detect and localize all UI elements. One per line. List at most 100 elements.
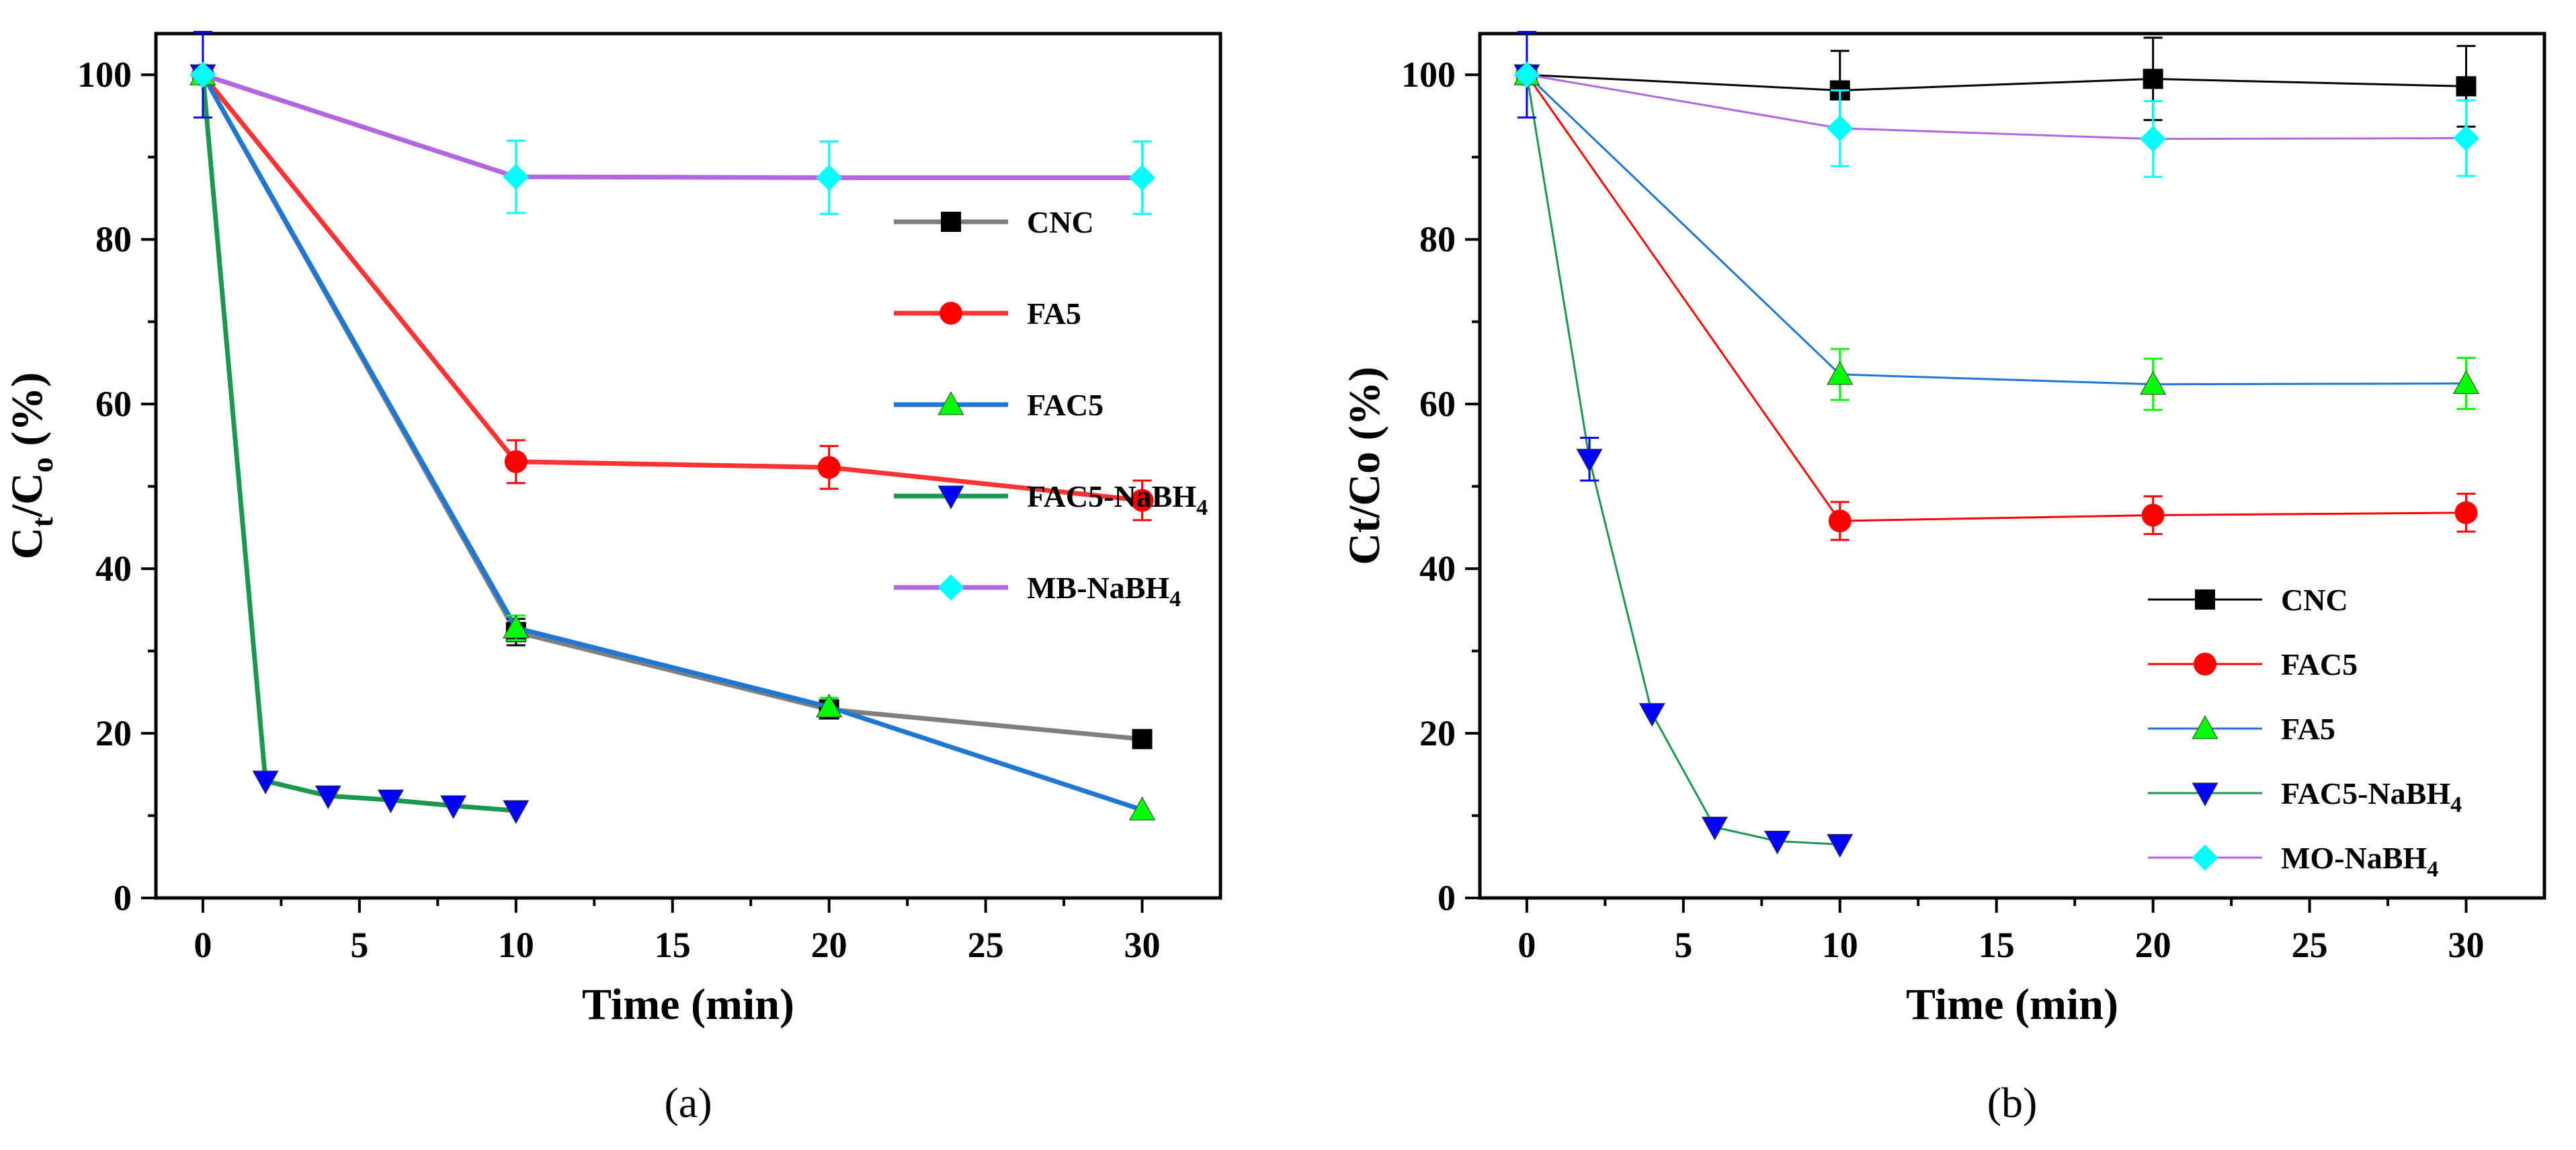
- series-line: [1526, 74, 2466, 386]
- data-point: [1763, 830, 1791, 855]
- data-point: [440, 795, 467, 819]
- x-tick-label: 5: [350, 925, 368, 965]
- data-point: [1701, 817, 1729, 841]
- data-point: [2452, 370, 2480, 395]
- data-point: [1827, 833, 1854, 858]
- series-line: [200, 74, 517, 813]
- data-point: [2143, 69, 2163, 89]
- y-tick-label: 100: [1401, 54, 1456, 95]
- y-tick-label: 80: [95, 219, 132, 259]
- series-line: [1526, 74, 1840, 846]
- data-point: [1576, 448, 1603, 473]
- series-FAC5-NaBH4: [1513, 31, 1854, 858]
- y-tick-label: 60: [1419, 384, 1456, 424]
- y-axis-title: Ct/Co (%): [1340, 366, 1389, 565]
- legend-marker: [2194, 653, 2216, 675]
- legend-marker: [938, 391, 964, 415]
- legend-entry: CNC: [894, 205, 1094, 239]
- x-tick-label: 10: [498, 925, 534, 965]
- series-line: [201, 73, 1142, 503]
- legend-entry: FA5: [894, 296, 1081, 331]
- x-tick-label: 30: [2448, 925, 2485, 965]
- x-tick-label: 30: [1124, 925, 1161, 965]
- x-tick-label: 15: [1979, 925, 2015, 965]
- legend-entry: FAC5: [894, 388, 1104, 422]
- chart-panel-a: 0 5 10 15 20 25 30 0 20 40 60 80 100 Time (min) Ct/Co …: [3, 31, 1222, 1126]
- data-point: [503, 163, 530, 190]
- data-point: [2140, 370, 2167, 395]
- legend-entry: FAC5-NaBH4: [2148, 776, 2462, 817]
- legend-label: FAC5-NaBH4: [2281, 776, 2462, 817]
- y-tick-label: 0: [1438, 878, 1456, 918]
- series-line: [200, 73, 1143, 813]
- series-line: [202, 72, 1142, 180]
- data-point: [503, 614, 530, 639]
- data-point: [503, 800, 530, 824]
- series-FA5: [1513, 61, 2480, 411]
- data-point: [816, 164, 843, 191]
- series-line: [1526, 73, 2466, 92]
- x-tick-label: 20: [811, 925, 847, 965]
- data-point: [1827, 115, 1854, 142]
- plot-frame: [154, 32, 1222, 900]
- x-tick-label: 20: [2135, 925, 2171, 965]
- data-point: [2453, 125, 2480, 152]
- legend-entry: CNC: [2148, 583, 2348, 617]
- panel-label: (b): [1987, 1079, 2038, 1126]
- y-tick-label: 40: [95, 548, 132, 589]
- data-point: [2141, 503, 2165, 527]
- legend-label: FAC5: [2281, 647, 2358, 682]
- legend-marker: [938, 485, 964, 509]
- data-point: [252, 770, 279, 794]
- x-axis-title: Time (min): [582, 980, 794, 1029]
- x-tick-label: 5: [1674, 925, 1692, 965]
- series-MO-NaBH4: [1513, 61, 2480, 178]
- series-CNC: [192, 65, 1153, 749]
- y-tick-label: 20: [1419, 713, 1456, 753]
- x-tick-label: 15: [655, 925, 691, 965]
- x-tick-label: 0: [1518, 925, 1536, 965]
- legend-entry: FAC5: [2148, 647, 2358, 682]
- series-CNC: [1516, 36, 2477, 131]
- legend-label: FAC5: [1027, 388, 1104, 422]
- legend-entry: FA5: [2148, 712, 2335, 746]
- legend-label: FA5: [1027, 296, 1081, 331]
- legend-marker: [941, 212, 961, 232]
- legend-label: FAC5-NaBH4: [1027, 479, 1208, 520]
- data-point: [1828, 509, 1852, 533]
- legend-label: CNC: [2281, 583, 2348, 617]
- y-tick-label: 40: [1419, 548, 1456, 589]
- data-point: [377, 789, 405, 814]
- panel-label: (a): [664, 1079, 712, 1126]
- data-point: [1129, 164, 1156, 191]
- series-line: [1526, 73, 2466, 140]
- legend-entry: FAC5-NaBH4: [894, 479, 1208, 520]
- series-line: [1526, 74, 2466, 522]
- series-MB-NaBH4: [190, 61, 1156, 215]
- legend-entry: MB-NaBH4: [894, 571, 1181, 612]
- y-tick-label: 80: [1419, 219, 1456, 259]
- data-point: [2454, 501, 2478, 524]
- data-point: [817, 456, 841, 479]
- data-point: [816, 694, 843, 718]
- legend-label: MO-NaBH4: [2281, 841, 2438, 882]
- x-tick-label: 25: [2292, 925, 2328, 965]
- data-point: [1638, 703, 1665, 727]
- data-point: [1130, 489, 1154, 512]
- y-tick-label: 60: [95, 384, 132, 424]
- series-FAC5: [1515, 63, 2478, 541]
- x-tick-label: 10: [1822, 925, 1858, 965]
- chart-panel-b: 0 5 10 15 20 25 30 0 20 40 60 80 100 Time (min) Ct/Co …: [1340, 31, 2546, 1126]
- data-point: [1128, 796, 1156, 821]
- legend-label: FA5: [2281, 712, 2335, 746]
- y-tick-label: 0: [114, 878, 132, 918]
- legend-marker: [2195, 589, 2215, 610]
- legend-label: CNC: [1027, 205, 1094, 239]
- legend-label: MB-NaBH4: [1027, 571, 1181, 612]
- y-axis-title: Ct/Co (%): [3, 372, 59, 559]
- legend-entry: MO-NaBH4: [2148, 841, 2438, 882]
- data-point: [504, 450, 528, 473]
- series-FA5: [191, 63, 1154, 522]
